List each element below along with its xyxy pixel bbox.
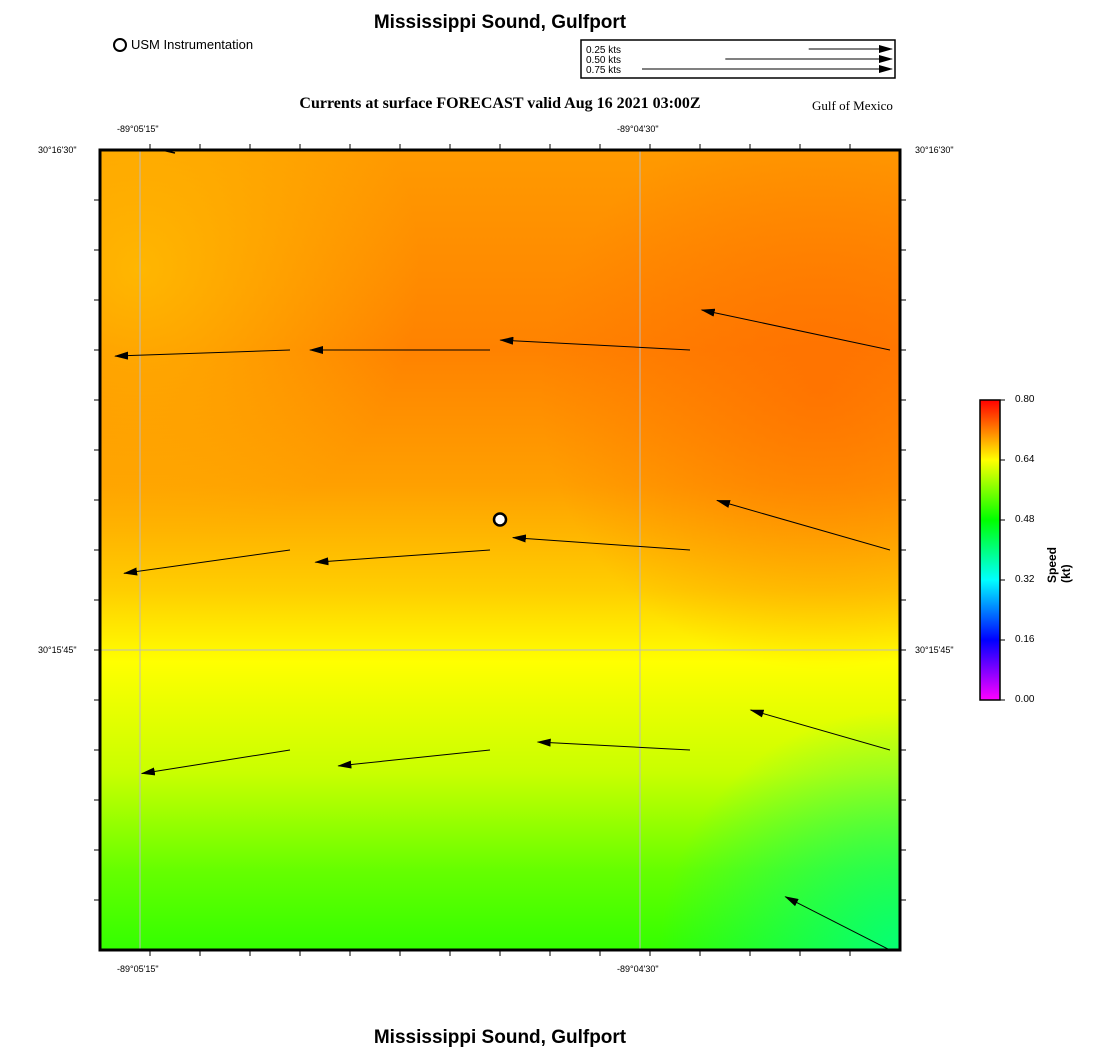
scale-label-050: 0.50 kts	[586, 55, 621, 66]
current-vector-arrow	[716, 499, 891, 551]
colorbar-tick-064: 0.64	[1015, 454, 1035, 465]
current-vector-arrow	[749, 709, 891, 751]
current-vector-arrow	[114, 349, 291, 360]
lat-label-right-1: 30°16'30"	[915, 145, 954, 155]
station-legend-label: USM Instrumentation	[131, 37, 254, 52]
footer-title: Mississippi Sound, Gulfport	[373, 1027, 627, 1048]
vector-scale-legend: 0.25 kts 0.50 kts 0.75 kts	[580, 39, 896, 79]
colorbar	[979, 399, 1005, 701]
current-vector-arrow	[140, 749, 291, 776]
current-vector-arrow	[337, 749, 491, 769]
scale-label-025: 0.25 kts	[586, 45, 621, 56]
current-vector-arrow	[511, 534, 691, 551]
current-vector-arrow	[784, 896, 891, 951]
speed-field-overlay-corner	[100, 150, 900, 950]
current-vector-arrow	[700, 308, 891, 351]
current-map[interactable]	[90, 140, 912, 960]
lon-label-bottom-1: -89°05'15"	[117, 964, 159, 974]
station-legend: USM Instrumentation	[113, 37, 253, 52]
current-vector-arrow	[536, 738, 691, 751]
lon-label-top-1: -89°05'15"	[117, 124, 159, 134]
lat-label-left-1: 30°16'30"	[38, 145, 77, 155]
colorbar-title: Speed (kt)	[1045, 546, 1073, 583]
colorbar-tick-080: 0.80	[1015, 394, 1035, 405]
colorbar-ramp	[979, 399, 1001, 701]
current-vector-arrow	[314, 549, 491, 566]
map-frame	[98, 148, 902, 952]
usm-station-marker[interactable]	[492, 512, 508, 527]
scale-label-075: 0.75 kts	[586, 65, 621, 76]
lon-label-bottom-2: -89°04'30"	[617, 964, 659, 974]
lon-label-top-2: -89°04'30"	[617, 124, 659, 134]
current-vector-arrow	[499, 336, 691, 351]
station-circle-icon	[113, 37, 127, 52]
colorbar-tick-000: 0.00	[1015, 694, 1035, 705]
colorbar-tick-016: 0.16	[1015, 634, 1035, 645]
colorbar-tick-032: 0.32	[1015, 574, 1035, 585]
graticule	[100, 150, 900, 950]
colorbar-tick-048: 0.48	[1015, 514, 1035, 525]
current-vector-arrow	[123, 549, 291, 576]
region-label: Gulf of Mexico	[812, 98, 893, 113]
lat-label-right-2: 30°15'45"	[915, 645, 954, 655]
forecast-subtitle: Currents at surface FORECAST valid Aug 1…	[299, 95, 701, 112]
lat-label-left-2: 30°15'45"	[38, 645, 77, 655]
map-title: Mississippi Sound, Gulfport	[373, 12, 627, 33]
